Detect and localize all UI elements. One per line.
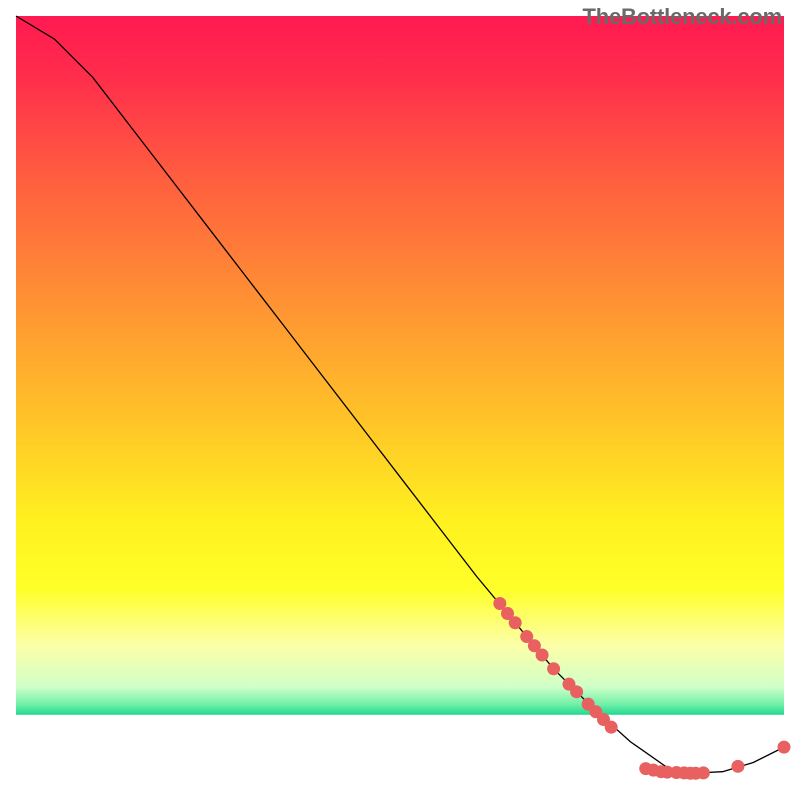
curve-marker	[697, 766, 710, 779]
curve-marker	[570, 685, 583, 698]
bottleneck-chart	[0, 0, 800, 800]
plot-gradient-background	[16, 16, 784, 715]
curve-marker	[536, 648, 549, 661]
curve-marker	[605, 721, 618, 734]
curve-marker	[509, 616, 522, 629]
curve-marker	[778, 741, 791, 754]
watermark-text: TheBottleneck.com	[582, 4, 782, 30]
curve-marker	[547, 662, 560, 675]
curve-marker	[731, 760, 744, 773]
